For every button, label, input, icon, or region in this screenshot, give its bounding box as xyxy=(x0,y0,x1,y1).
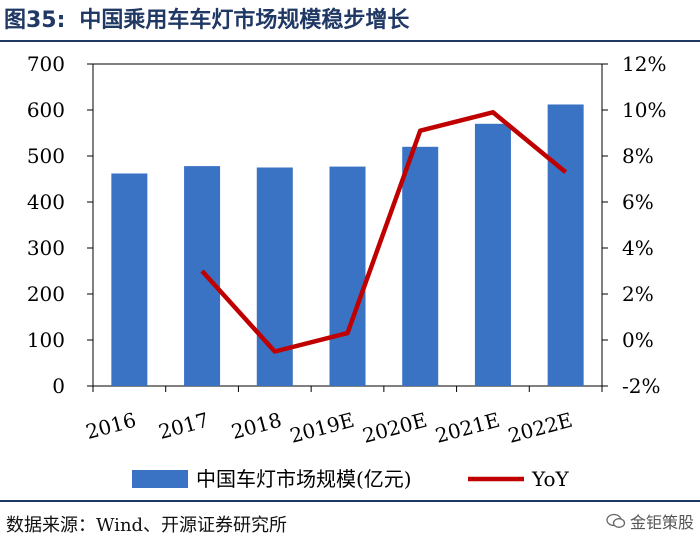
yoy-line xyxy=(200,110,568,354)
watermark-text: 金钜策股 xyxy=(629,513,694,532)
right-axis-tick-label: 10% xyxy=(622,98,666,122)
figure-title: 图35: 中国乘用车车灯市场规模稳步增长 xyxy=(4,4,409,38)
bar-2017 xyxy=(184,166,221,386)
left-axis-tick-label: 300 xyxy=(27,236,65,260)
left-axis-tick-label: 200 xyxy=(27,282,65,306)
right-axis-tick-label: 6% xyxy=(622,190,654,214)
legend-bar-label: 中国车灯市场规模(亿元) xyxy=(196,467,412,491)
x-tick-label-2016: 2016 xyxy=(83,408,138,444)
legend-bar-swatch xyxy=(132,470,188,488)
x-tick-labels: 2016 2017 2018 2019E 2020E 2021E 2022E xyxy=(83,408,575,448)
chart-axes: 0 100 200 300 400 500 600 700 -2% 0% 2% 4% 6% 8% 10% 12… xyxy=(27,52,667,398)
source-rule xyxy=(0,500,700,502)
legend: 中国车灯市场规模(亿元) YoY xyxy=(132,467,570,491)
right-axis-tick-label: 2% xyxy=(622,282,654,306)
figure-number: 图35: xyxy=(4,8,66,33)
bar-2020E xyxy=(402,146,439,386)
left-axis-tick-label: 500 xyxy=(27,144,65,168)
bar-2021E xyxy=(474,123,511,387)
right-axis-tick-label: -2% xyxy=(622,374,661,398)
source-note: 数据来源：Wind、开源证券研究所 xyxy=(6,515,288,536)
title-rule xyxy=(0,40,700,42)
right-axis-tick-label: 12% xyxy=(622,52,666,76)
right-axis-tick-label: 0% xyxy=(622,328,654,352)
x-tick-label-2018: 2018 xyxy=(229,408,284,444)
watermark: 金钜策股 xyxy=(606,509,694,533)
x-tick-label-2019E: 2019E xyxy=(287,408,356,448)
left-axis-tick-label: 700 xyxy=(27,52,65,76)
right-axis-tick-label: 4% xyxy=(622,236,654,260)
legend-line-label: YoY xyxy=(531,467,570,491)
left-axis-tick-label: 600 xyxy=(27,98,65,122)
bar-2016 xyxy=(111,173,148,386)
x-tick-label-2017: 2017 xyxy=(156,408,211,444)
x-tick-label-2022E: 2022E xyxy=(505,408,574,448)
wechat-icon xyxy=(606,513,626,528)
x-tick-label-2021E: 2021E xyxy=(433,408,502,448)
right-axis-tick-label: 8% xyxy=(622,144,654,168)
left-axis-tick-label: 400 xyxy=(27,190,65,214)
bar-series xyxy=(111,104,584,387)
left-axis-tick-label: 0 xyxy=(52,374,65,398)
x-tick-label-2020E: 2020E xyxy=(360,408,429,448)
left-axis-tick-label: 100 xyxy=(27,328,65,352)
chart: 0 100 200 300 400 500 600 700 -2% 0% 2% 4% 6% 8% 10% 12… xyxy=(27,52,667,491)
figure-title-text: 中国乘用车车灯市场规模稳步增长 xyxy=(79,8,410,33)
line-series xyxy=(200,110,568,354)
bar-2019E xyxy=(329,166,366,386)
bar-2022E xyxy=(547,104,584,387)
